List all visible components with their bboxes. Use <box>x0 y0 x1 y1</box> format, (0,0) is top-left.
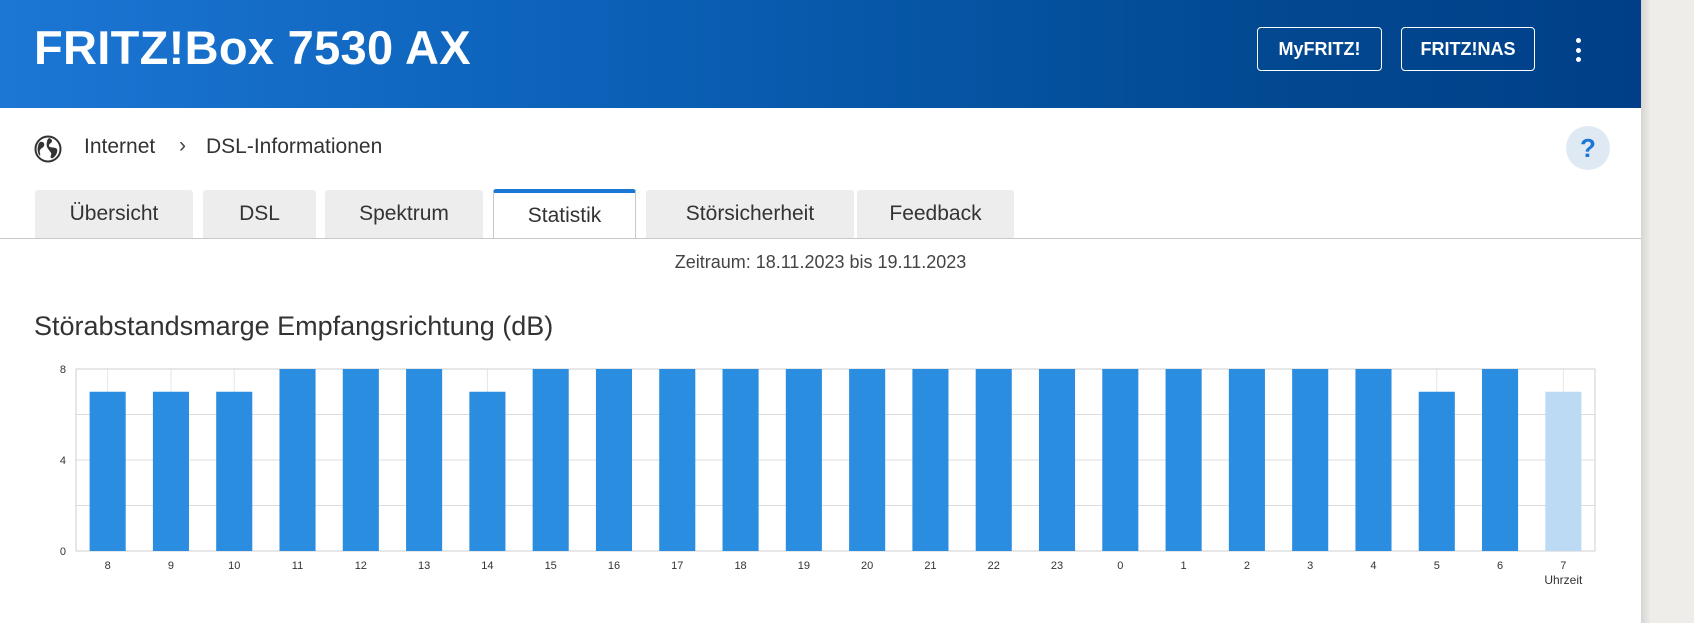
x-tick-label: 13 <box>418 560 430 572</box>
x-tick-label: 9 <box>168 560 174 572</box>
x-tick-label: 1 <box>1181 560 1187 572</box>
x-tick-label: 18 <box>734 560 746 572</box>
bar <box>1038 369 1076 551</box>
help-button[interactable]: ? <box>1566 126 1610 170</box>
x-tick-label: 7 <box>1560 560 1566 572</box>
tab-dsl[interactable]: DSL <box>203 190 316 238</box>
x-tick-label: 15 <box>545 560 557 572</box>
x-tick-label: 0 <box>1117 560 1123 572</box>
tab-uebersicht[interactable]: Übersicht <box>35 190 193 238</box>
tab-stoersicherheit[interactable]: Störsicherheit <box>646 190 854 238</box>
x-tick-label: 17 <box>671 560 683 572</box>
bar <box>89 391 126 551</box>
bar <box>342 369 379 551</box>
tab-statistik[interactable]: Statistik <box>493 189 636 239</box>
bar <box>1545 391 1582 551</box>
bar <box>532 369 569 551</box>
x-tick-label: 19 <box>798 560 810 572</box>
x-tick-label: 12 <box>355 560 367 572</box>
bar <box>1355 369 1392 551</box>
x-tick-label: 14 <box>481 560 493 572</box>
bar <box>406 369 443 551</box>
x-tick-label: 22 <box>988 560 1000 572</box>
x-tick-label: 16 <box>608 560 620 572</box>
bar <box>912 369 949 551</box>
bar <box>1102 369 1139 551</box>
bar <box>279 369 316 551</box>
bar <box>1165 369 1202 551</box>
bar <box>1292 369 1329 551</box>
myfritz-button[interactable]: MyFRITZ! <box>1257 27 1382 71</box>
fritznas-button[interactable]: FRITZ!NAS <box>1401 27 1535 71</box>
bar <box>1482 369 1519 551</box>
globe-icon <box>34 135 62 163</box>
x-tick-label: 23 <box>1051 560 1063 572</box>
device-title: FRITZ!Box 7530 AX <box>34 21 471 74</box>
tab-spektrum[interactable]: Spektrum <box>325 190 483 238</box>
y-tick-label: 8 <box>60 364 66 376</box>
x-axis-label: Uhrzeit <box>1544 573 1583 587</box>
kebab-menu-icon[interactable] <box>1572 38 1584 62</box>
chart-title: Störabstandsmarge Empfangsrichtung (dB) <box>34 311 554 341</box>
y-tick-label: 4 <box>60 455 66 467</box>
bar <box>1228 369 1265 551</box>
x-tick-label: 10 <box>228 560 240 572</box>
top-header: FRITZ!Box 7530 AX MyFRITZ! FRITZ!NAS <box>0 0 1641 108</box>
x-tick-label: 3 <box>1307 560 1313 572</box>
x-tick-label: 2 <box>1244 560 1250 572</box>
x-tick-label: 6 <box>1497 560 1503 572</box>
bar <box>975 369 1012 551</box>
bar <box>216 391 253 551</box>
tab-feedback[interactable]: Feedback <box>857 190 1014 238</box>
x-tick-label: 11 <box>292 560 303 572</box>
x-tick-label: 4 <box>1370 560 1376 572</box>
bar <box>1418 391 1455 551</box>
bar <box>469 391 506 551</box>
x-tick-label: 20 <box>861 560 873 572</box>
fritzbox-app: FRITZ!Box 7530 AX MyFRITZ! FRITZ!NAS Int… <box>0 0 1641 623</box>
x-tick-label: 8 <box>105 560 111 572</box>
breadcrumb-separator: › <box>179 134 186 157</box>
y-tick-label: 0 <box>60 546 66 558</box>
period-text: Zeitraum: 18.11.2023 bis 19.11.2023 <box>674 252 967 272</box>
window-shadow <box>1641 0 1651 623</box>
breadcrumb-dsl-informationen: DSL-Informationen <box>206 135 383 158</box>
x-tick-label: 21 <box>924 560 936 572</box>
bar <box>152 391 189 551</box>
bar <box>659 369 696 551</box>
x-tick-label: 5 <box>1434 560 1440 572</box>
tab-underline <box>0 238 1641 239</box>
plot-frame <box>75 368 1596 552</box>
bar <box>722 369 759 551</box>
bar <box>595 369 633 551</box>
breadcrumb-internet[interactable]: Internet <box>84 135 156 158</box>
bar <box>849 369 886 551</box>
bar <box>785 369 822 551</box>
